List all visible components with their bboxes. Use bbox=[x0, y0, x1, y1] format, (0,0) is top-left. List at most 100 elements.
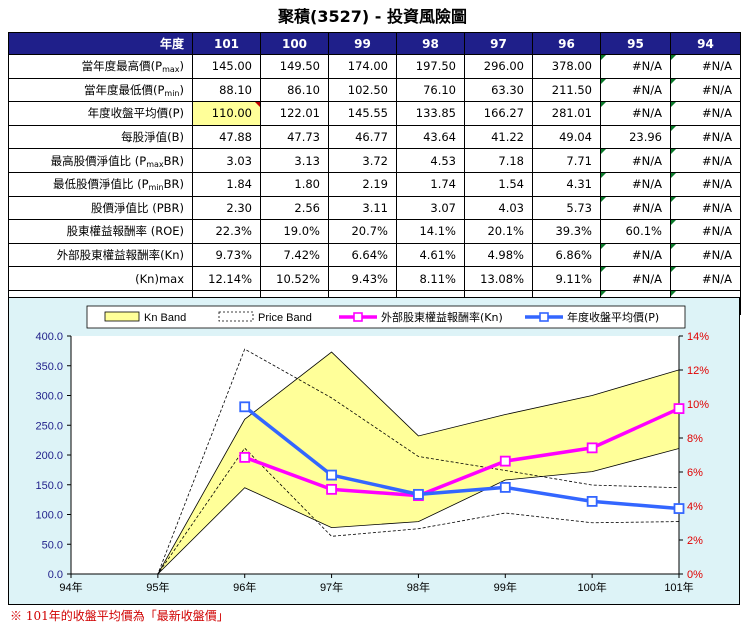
row-label: 股東權益報酬率 (ROE) bbox=[8, 219, 193, 244]
row-label: 最高股價淨值比 (PmaxBR) bbox=[8, 148, 193, 173]
table-cell: 145.55 bbox=[328, 101, 397, 126]
table-cell: 22.3% bbox=[192, 219, 261, 244]
x-tick-label: 97年 bbox=[320, 580, 343, 594]
table-cell: 39.3% bbox=[532, 219, 601, 244]
table-cell: 3.07 bbox=[396, 195, 465, 221]
row-label-subscript: max bbox=[146, 159, 164, 169]
x-tick-label: 94年 bbox=[59, 580, 82, 594]
table-cell: 4.98% bbox=[464, 242, 533, 268]
table-cell: 1.80 bbox=[260, 171, 329, 197]
year-header: 95 bbox=[600, 32, 671, 55]
avg-price-series-marker bbox=[586, 496, 598, 507]
legend-kn-marker bbox=[353, 312, 363, 322]
kn-series-marker bbox=[586, 442, 598, 454]
row-label-suffix: BR) bbox=[163, 177, 184, 192]
y-right-tick-label: 2% bbox=[687, 535, 703, 547]
avg-price-series-marker bbox=[326, 469, 337, 481]
row-label-subscript: min bbox=[148, 183, 164, 193]
legend-label: Kn Band bbox=[144, 312, 186, 324]
year-header: 98 bbox=[396, 32, 465, 55]
row-label-suffix: ) bbox=[179, 82, 185, 97]
table-cell: 7.71 bbox=[532, 148, 601, 173]
y-left-tick-label: 250.0 bbox=[35, 420, 63, 432]
table-cell: 4.53 bbox=[396, 148, 465, 173]
table-cell: 19.0% bbox=[260, 219, 329, 244]
table-cell: 149.50 bbox=[260, 54, 329, 79]
y-right-tick-label: 8% bbox=[687, 433, 703, 445]
y-right-tick-label: 0% bbox=[687, 569, 703, 581]
table-cell: 6.86% bbox=[532, 242, 601, 268]
table-cell: #N/A bbox=[600, 77, 671, 103]
table-cell: 10.52% bbox=[260, 266, 329, 291]
table-cell: 20.1% bbox=[464, 219, 533, 244]
legend-avg-marker bbox=[539, 312, 549, 322]
table-cell: #N/A bbox=[670, 101, 741, 126]
table-cell: 3.72 bbox=[328, 148, 397, 173]
table-cell: #N/A bbox=[670, 171, 741, 197]
table-cell: 133.85 bbox=[396, 101, 465, 126]
row-label: 當年度最高價(Pmax) bbox=[8, 54, 193, 79]
x-tick-label: 95年 bbox=[146, 580, 169, 594]
row-label-suffix: BR) bbox=[163, 153, 184, 168]
table-cell: 76.10 bbox=[396, 77, 465, 103]
footnote: ※ 101年的收盤平均價為「最新收盤價」 bbox=[10, 609, 229, 623]
kn-series-line bbox=[244, 406, 680, 498]
y-left-tick-label: 350.0 bbox=[35, 361, 63, 373]
row-label-subscript: min bbox=[164, 88, 180, 98]
table-cell: 9.11% bbox=[532, 266, 601, 291]
table-cell: #N/A bbox=[670, 124, 741, 150]
kn-series-marker bbox=[673, 403, 685, 414]
table-cell: 7.18 bbox=[464, 148, 533, 173]
table-cell: 14.1% bbox=[396, 219, 465, 244]
y-left-tick-label: 300.0 bbox=[35, 391, 63, 403]
table-cell: 122.01 bbox=[260, 101, 329, 126]
page-title: 聚積(3527) - 投資風險圖 bbox=[278, 7, 467, 26]
table-cell: 12.14% bbox=[192, 266, 261, 291]
y-left-tick-label: 50.0 bbox=[42, 539, 63, 551]
avg-price-series-marker bbox=[499, 481, 511, 493]
row-label: 外部股東權益報酬率(Kn) bbox=[8, 242, 193, 268]
table-cell: 47.73 bbox=[260, 124, 329, 150]
table-row: 年度收盤平均價(P) 110.00 122.01 145.55 133.85 166.27… bbox=[8, 101, 741, 126]
table-cell: 174.00 bbox=[328, 54, 397, 79]
table-cell: #N/A bbox=[600, 54, 671, 79]
x-tick-label: 99年 bbox=[494, 580, 517, 594]
row-label-suffix: ) bbox=[179, 59, 185, 74]
row-label-text: 股價淨值比 (PBR) bbox=[91, 200, 184, 215]
kn-series-marker bbox=[499, 455, 511, 467]
table-cell: #N/A bbox=[600, 148, 671, 173]
table-cell: 47.88 bbox=[192, 124, 261, 150]
table-cell: #N/A bbox=[670, 219, 741, 244]
row-label-text: (Kn)max bbox=[135, 271, 184, 286]
year-header: 99 bbox=[328, 32, 397, 55]
row-label-text: 最低股價淨值比 (P bbox=[52, 177, 149, 192]
table-cell: 60.1% bbox=[600, 219, 671, 244]
year-header: 97 bbox=[464, 32, 533, 55]
avg-price-series-marker bbox=[673, 503, 685, 514]
table-cell: 6.64% bbox=[328, 242, 397, 268]
x-tick-label: 101年 bbox=[664, 580, 693, 594]
y-right-tick-label: 10% bbox=[687, 399, 709, 411]
legend-price-band-swatch bbox=[218, 311, 254, 322]
risk-data-table: 年度 101 100 99 98 97 96 95 94 當年度最高價(Pmax) 145.00… bbox=[8, 32, 741, 315]
table-cell: #N/A bbox=[670, 148, 741, 173]
table-cell: 1.54 bbox=[464, 171, 533, 197]
avg-price-series-line bbox=[243, 405, 680, 511]
avg-price-series-marker bbox=[239, 401, 251, 413]
row-label: 股價淨值比 (PBR) bbox=[8, 195, 193, 221]
table-cell: 13.08% bbox=[464, 266, 533, 291]
table-cell: #N/A bbox=[600, 195, 671, 221]
table-cell: 9.73% bbox=[192, 242, 261, 268]
year-header: 101 bbox=[192, 32, 261, 55]
table-cell: 23.96 bbox=[600, 124, 671, 150]
table-cell: #N/A bbox=[670, 77, 741, 103]
row-label-text: 最高股價淨值比 (P bbox=[50, 153, 147, 168]
table-cell: 4.31 bbox=[532, 171, 601, 197]
table-row: 股價淨值比 (PBR) 2.30 2.56 3.11 3.07 4.03 5.73 #N/A #… bbox=[8, 195, 741, 221]
table-row: (Kn)max 12.14% 10.52% 9.43% 8.11% 13.08% 9.11%… bbox=[8, 266, 741, 291]
table-cell: 7.42% bbox=[260, 242, 329, 268]
corner-header: 年度 bbox=[8, 32, 193, 55]
table-row: 最低股價淨值比 (PminBR) 1.84 1.80 2.19 1.74 1.54 4.31… bbox=[8, 171, 741, 197]
table-cell: 20.7% bbox=[328, 219, 397, 244]
table-cell: 46.77 bbox=[328, 124, 397, 150]
